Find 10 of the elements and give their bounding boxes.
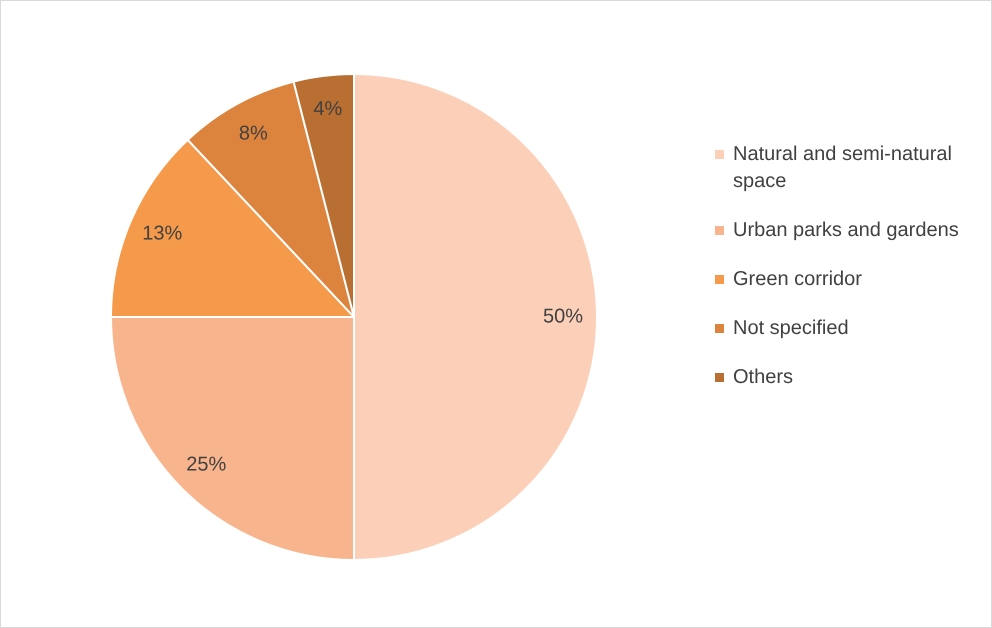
legend-label: Others <box>733 365 794 390</box>
data-label: 8% <box>238 122 268 144</box>
legend-label: Natural and semi-natural space <box>733 142 953 194</box>
data-label: 13% <box>142 222 182 245</box>
data-label: 4% <box>313 98 342 120</box>
data-label: 25% <box>186 453 226 476</box>
data-label: 50% <box>542 306 584 328</box>
legend-label: Urban parks and gardens <box>733 218 959 243</box>
legend-label: Not specified <box>733 316 849 341</box>
legend-label: Green corridor <box>733 267 862 292</box>
